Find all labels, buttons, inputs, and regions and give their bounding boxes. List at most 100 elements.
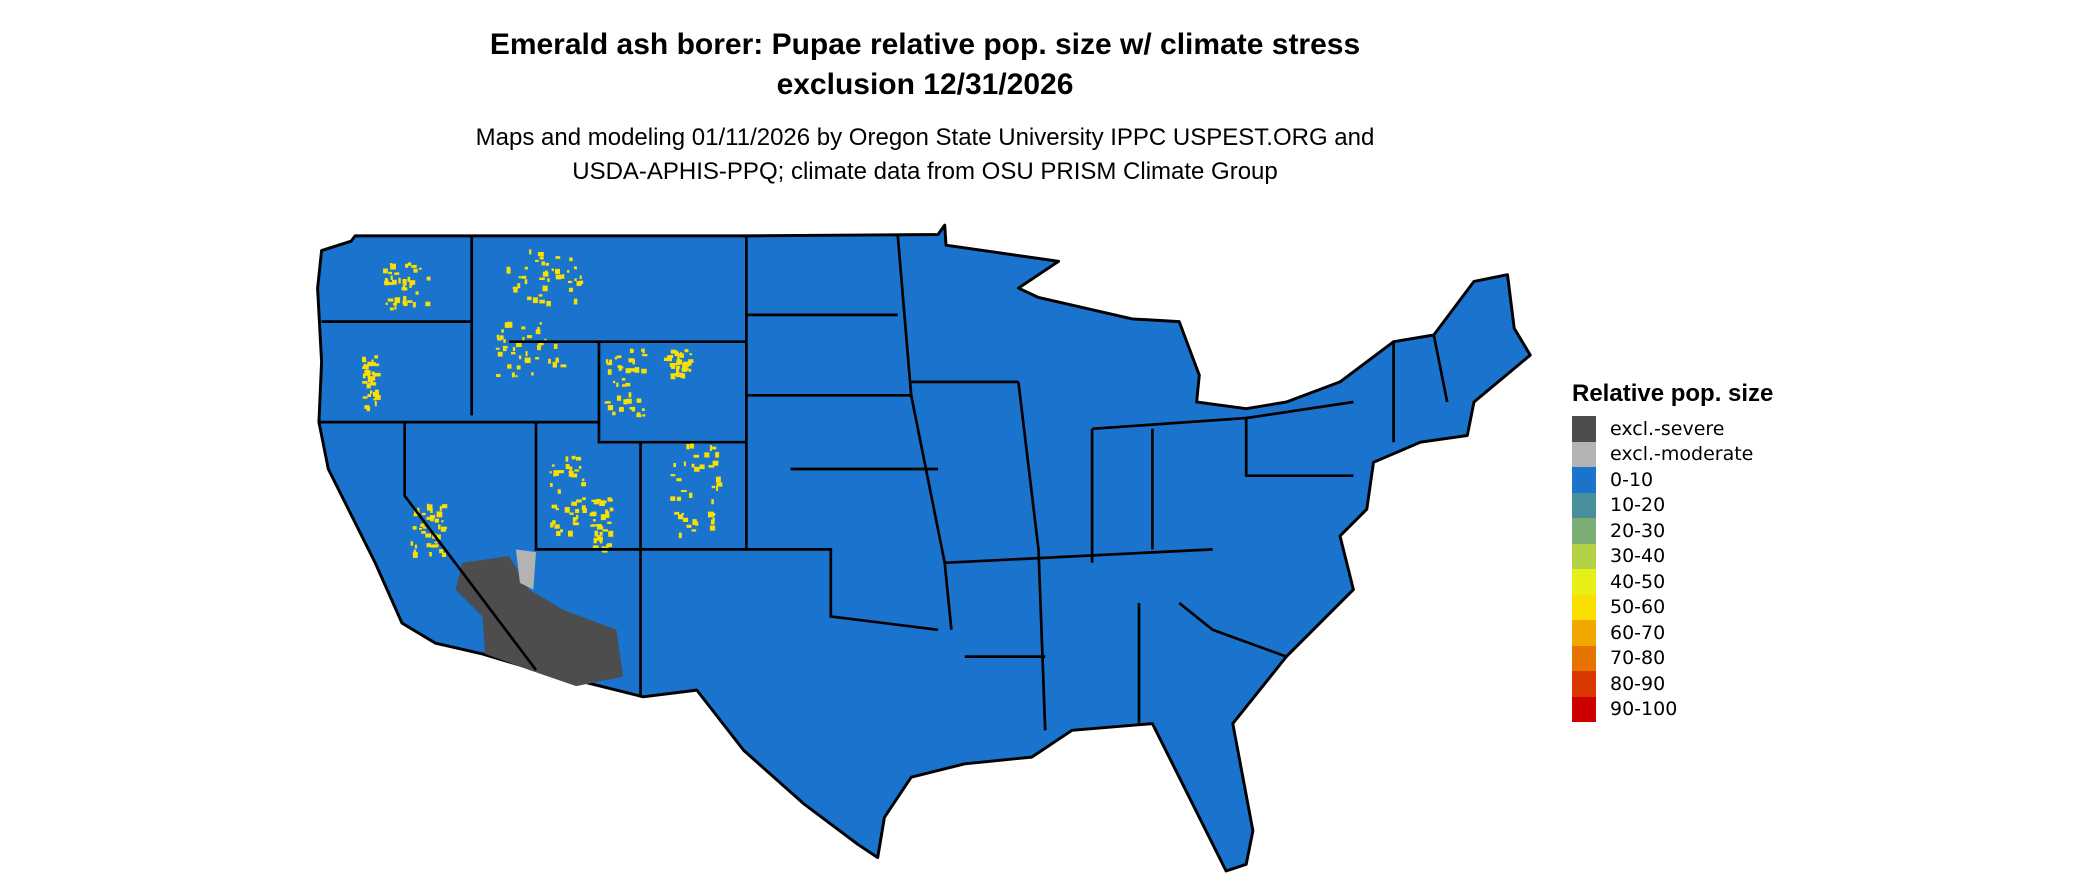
legend-label: excl.-moderate xyxy=(1610,443,1754,466)
yellow-patch xyxy=(567,280,573,284)
yellow-patch xyxy=(537,344,541,351)
yellow-patch xyxy=(522,275,527,279)
map-subtitle: Maps and modeling 01/11/2026 by Oregon S… xyxy=(475,124,1375,151)
yellow-patch xyxy=(629,348,633,354)
yellow-patch xyxy=(569,512,574,515)
yellow-patch xyxy=(368,375,372,381)
yellow-patch xyxy=(594,530,599,537)
yellow-patch xyxy=(710,519,715,525)
state-borders xyxy=(318,235,1449,731)
yellow-patch xyxy=(425,533,432,538)
yellow-patch xyxy=(524,359,530,362)
yellow-patch xyxy=(715,476,721,483)
yellow-patch xyxy=(680,373,683,379)
map-subtitle-line2: USDA-APHIS-PPQ; climate data from OSU PR… xyxy=(572,158,1278,185)
yellow-patch xyxy=(430,517,434,522)
yellow-patch xyxy=(362,380,368,384)
yellow-patch xyxy=(415,291,419,295)
yellow-patch xyxy=(628,358,635,363)
legend-title: Relative pop. size xyxy=(1572,380,1774,407)
yellow-patch xyxy=(362,373,366,379)
yellow-patch xyxy=(421,530,426,534)
yellow-patch xyxy=(636,398,642,403)
yellow-patch xyxy=(437,524,441,530)
yellow-patch xyxy=(515,342,522,348)
legend-item: 80-90 xyxy=(1572,671,1773,697)
legend-item: 50-60 xyxy=(1572,594,1773,620)
legend-item: excl.-severe xyxy=(1572,416,1773,442)
yellow-patch xyxy=(605,359,609,364)
legend-swatch xyxy=(1572,620,1596,646)
yellow-patch xyxy=(554,525,559,529)
legend-swatch xyxy=(1572,671,1596,697)
yellow-patch xyxy=(689,443,694,449)
yellow-patch xyxy=(419,527,422,530)
yellow-patch xyxy=(499,335,504,340)
excl-moderate-region xyxy=(515,549,536,590)
yellow-patch xyxy=(676,374,682,378)
legend-item: 40-50 xyxy=(1572,569,1773,595)
yellow-patch xyxy=(369,390,373,394)
yellow-patch xyxy=(363,363,367,368)
yellow-patch xyxy=(394,272,400,275)
yellow-patch xyxy=(430,508,433,514)
yellow-patch xyxy=(619,366,624,369)
yellow-patch xyxy=(372,374,376,381)
yellow-patch xyxy=(674,373,678,376)
yellow-patch xyxy=(552,361,557,368)
yellow-patch xyxy=(578,465,582,469)
yellow-patch xyxy=(506,266,511,273)
yellow-patch xyxy=(495,347,500,350)
yellow-patch xyxy=(555,274,562,280)
yellow-patch xyxy=(683,461,686,467)
yellow-patch xyxy=(679,352,683,356)
yellow-patch xyxy=(607,405,614,411)
yellow-patch xyxy=(688,368,692,372)
yellow-patch xyxy=(425,301,431,307)
yellow-patch xyxy=(676,359,681,366)
yellow-patch xyxy=(678,532,682,539)
yellow-patch xyxy=(686,443,690,450)
yellow-patch xyxy=(531,372,534,376)
yellow-patch xyxy=(708,465,715,468)
yellow-patch xyxy=(591,499,597,502)
yellow-patch xyxy=(558,470,564,474)
yellow-patch xyxy=(642,414,646,417)
yellow-patch xyxy=(524,266,528,270)
yellow-patch xyxy=(370,382,376,386)
yellow-patch xyxy=(421,512,426,516)
yellow-patch xyxy=(420,523,425,527)
yellow-patch xyxy=(574,278,577,282)
yellow-patch xyxy=(365,369,369,376)
yellow-patch xyxy=(680,489,687,493)
yellow-patch xyxy=(677,372,683,375)
yellow-patch xyxy=(373,398,376,401)
yellow-patch xyxy=(642,353,648,357)
yellow-patch xyxy=(673,463,676,468)
yellow-patch xyxy=(507,364,512,369)
yellow-patch xyxy=(663,357,669,361)
yellow-patch xyxy=(434,541,438,544)
yellow-patch xyxy=(412,302,416,308)
yellow-patch xyxy=(564,507,570,513)
yellow-patch xyxy=(573,522,579,526)
yellow-patch xyxy=(503,339,506,343)
yellow-patch xyxy=(387,298,394,302)
yellow-patch xyxy=(691,463,695,468)
legend-label: excl.-severe xyxy=(1610,417,1725,440)
yellow-patch xyxy=(439,505,442,511)
yellow-patch xyxy=(576,499,582,503)
yellow-patch xyxy=(571,455,576,460)
yellow-patch xyxy=(537,326,540,331)
yellow-patch xyxy=(553,473,556,477)
yellow-patch xyxy=(372,362,377,366)
yellow-patch xyxy=(388,271,393,275)
yellow-patch xyxy=(393,302,397,306)
yellow-patch xyxy=(575,508,580,514)
yellow-patch xyxy=(375,372,381,377)
yellow-patch xyxy=(606,362,613,366)
yellow-patch xyxy=(569,257,573,262)
legend-swatch xyxy=(1572,594,1596,620)
yellow-patch xyxy=(573,266,577,270)
yellow-patch xyxy=(695,521,699,526)
